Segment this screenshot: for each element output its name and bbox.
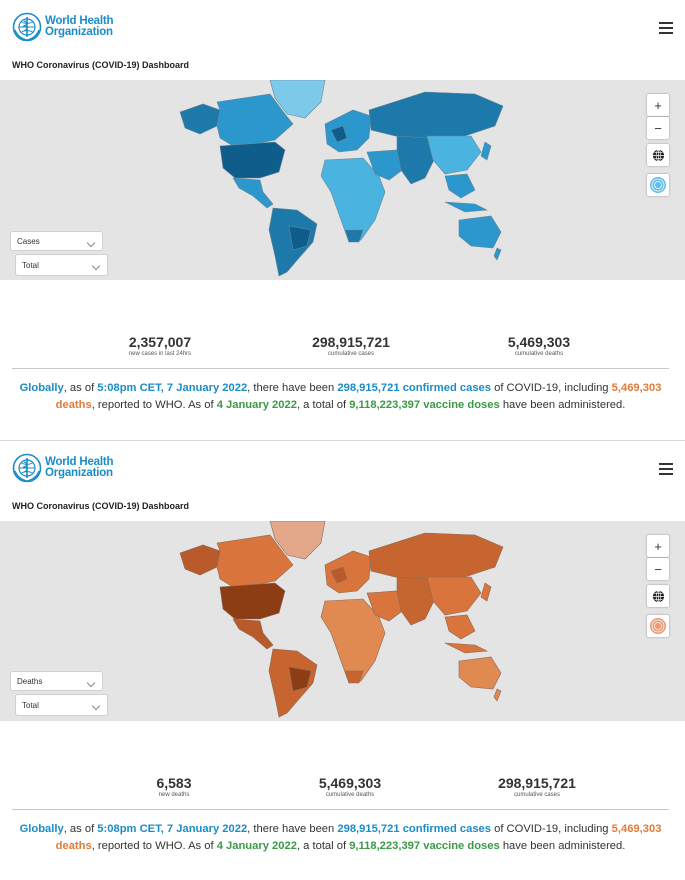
stat-new-cases: 2,357,007 new cases in last 24hrs bbox=[100, 335, 220, 358]
summary-text: of COVID-19, including bbox=[491, 823, 612, 835]
summary-vaccine-doses: 9,118,223,397 vaccine doses bbox=[349, 399, 500, 411]
dashboard-panel-deaths: World Health Organization WHO Coronaviru… bbox=[0, 440, 685, 880]
dashboard-panel-cases: World Health Organization WHO Coronaviru… bbox=[0, 0, 685, 414]
stat-cumulative-cases: 298,915,721 cumulative cases bbox=[281, 335, 421, 358]
scope-select-value: Total bbox=[22, 700, 39, 710]
org-name: World Health Organization bbox=[45, 15, 114, 38]
who-logo[interactable]: World Health Organization bbox=[12, 453, 114, 483]
scope-select[interactable]: Total bbox=[15, 694, 108, 716]
stat-value: 5,469,303 bbox=[318, 775, 382, 791]
summary-text: , as of bbox=[63, 823, 98, 835]
hamburger-menu-icon[interactable] bbox=[659, 463, 673, 475]
zoom-in-button[interactable]: + bbox=[647, 94, 669, 116]
org-name: World Health Organization bbox=[45, 456, 114, 479]
dashboard-title: WHO Coronavirus (COVID-19) Dashboard bbox=[12, 60, 190, 70]
chevron-down-icon bbox=[86, 678, 96, 688]
hamburger-menu-icon[interactable] bbox=[659, 22, 673, 34]
choropleth-map[interactable] bbox=[175, 521, 505, 721]
choropleth-map[interactable] bbox=[175, 80, 505, 280]
summary-vaccine-doses: 9,118,223,397 vaccine doses bbox=[349, 840, 500, 852]
zoom-out-button[interactable]: − bbox=[647, 117, 669, 139]
metric-select[interactable]: Deaths bbox=[10, 671, 103, 691]
metric-select-value: Deaths bbox=[17, 676, 43, 686]
stat-value: 298,915,721 bbox=[312, 334, 390, 350]
site-header: World Health Organization bbox=[0, 441, 685, 499]
world-map[interactable]: + − Cases Total bbox=[0, 80, 685, 280]
summary-vaccine-date: 4 January 2022 bbox=[216, 399, 297, 411]
summary-globally: Globally bbox=[19, 382, 64, 394]
scope-select[interactable]: Total bbox=[15, 254, 108, 276]
divider bbox=[12, 368, 669, 369]
stat-value: 5,469,303 bbox=[507, 334, 571, 350]
summary-text: , reported to WHO. As of bbox=[91, 840, 217, 852]
stat-label: new deaths bbox=[158, 792, 190, 798]
stat-cumulative-cases: 298,915,721 cumulative cases bbox=[462, 776, 612, 799]
summary-globally: Globally bbox=[19, 823, 64, 835]
stat-new-deaths: 6,583 new deaths bbox=[114, 776, 234, 799]
summary-text: , there have been bbox=[247, 823, 338, 835]
global-summary: Globally, as of 5:08pm CET, 7 January 20… bbox=[12, 380, 669, 414]
stat-value: 298,915,721 bbox=[498, 775, 576, 791]
who-logo[interactable]: World Health Organization bbox=[12, 12, 114, 42]
zoom-out-button[interactable]: − bbox=[647, 558, 669, 580]
chevron-down-icon bbox=[91, 261, 101, 271]
metric-select[interactable]: Cases bbox=[10, 231, 103, 251]
chevron-down-icon bbox=[86, 238, 96, 248]
stat-cumulative-deaths: 5,469,303 cumulative deaths bbox=[280, 776, 420, 799]
world-map[interactable]: + − Deaths Total bbox=[0, 521, 685, 721]
summary-deaths: 5,469,303 deaths bbox=[55, 382, 662, 411]
globe-icon[interactable] bbox=[647, 585, 669, 607]
stat-label: cumulative deaths bbox=[325, 792, 375, 798]
site-header: World Health Organization bbox=[0, 0, 685, 58]
summary-time: 5:08pm CET, 7 January 2022 bbox=[97, 823, 248, 835]
stat-label: cumulative deaths bbox=[514, 351, 564, 357]
global-summary: Globally, as of 5:08pm CET, 7 January 20… bbox=[12, 821, 669, 855]
stat-value: 2,357,007 bbox=[128, 334, 192, 350]
org-name-line1: World Health bbox=[45, 456, 114, 468]
summary-text: , a total of bbox=[296, 840, 350, 852]
stat-value: 6,583 bbox=[156, 775, 192, 791]
org-name-line2: Organization bbox=[45, 26, 113, 38]
summary-text: , there have been bbox=[247, 382, 338, 394]
stat-label: new cases in last 24hrs bbox=[128, 351, 192, 357]
summary-text: , a total of bbox=[296, 399, 350, 411]
summary-text: , as of bbox=[63, 382, 98, 394]
chevron-down-icon bbox=[91, 701, 101, 711]
summary-time: 5:08pm CET, 7 January 2022 bbox=[97, 382, 248, 394]
stat-cumulative-deaths: 5,469,303 cumulative deaths bbox=[479, 335, 599, 358]
summary-deaths: 5,469,303 deaths bbox=[55, 823, 662, 852]
stat-label: cumulative cases bbox=[327, 351, 375, 357]
globe-icon[interactable] bbox=[647, 144, 669, 166]
who-emblem-icon bbox=[12, 453, 42, 483]
org-name-line2: Organization bbox=[45, 467, 113, 479]
summary-text: have been administered. bbox=[499, 399, 626, 411]
summary-cases: 298,915,721 confirmed cases bbox=[337, 823, 491, 835]
scope-select-value: Total bbox=[22, 260, 39, 270]
summary-cases: 298,915,721 confirmed cases bbox=[337, 382, 491, 394]
dashboard-title: WHO Coronavirus (COVID-19) Dashboard bbox=[12, 501, 190, 511]
summary-text: have been administered. bbox=[499, 840, 626, 852]
layers-icon[interactable] bbox=[647, 615, 669, 637]
summary-vaccine-date: 4 January 2022 bbox=[216, 840, 297, 852]
divider bbox=[12, 809, 669, 810]
summary-text: of COVID-19, including bbox=[491, 382, 612, 394]
layers-icon[interactable] bbox=[647, 174, 669, 196]
zoom-in-button[interactable]: + bbox=[647, 535, 669, 557]
org-name-line1: World Health bbox=[45, 15, 114, 27]
stat-label: cumulative cases bbox=[513, 792, 561, 798]
metric-select-value: Cases bbox=[17, 236, 40, 246]
who-emblem-icon bbox=[12, 12, 42, 42]
summary-text: , reported to WHO. As of bbox=[91, 399, 217, 411]
